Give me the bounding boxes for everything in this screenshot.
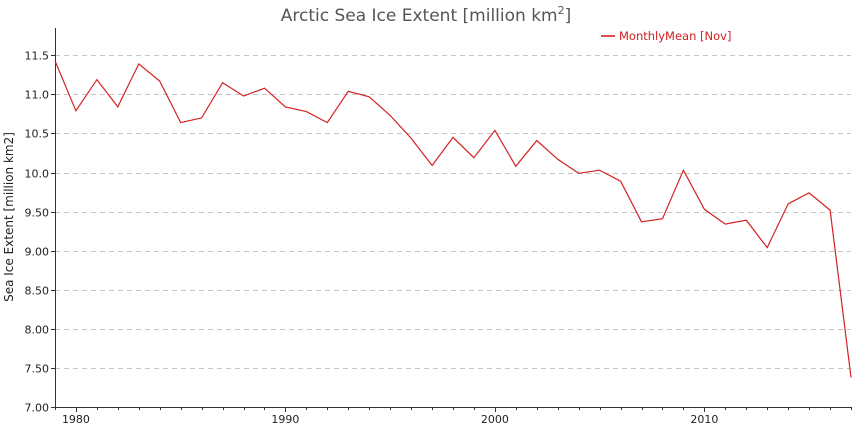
y-tick-label: 10.0 [25, 168, 50, 181]
y-axis-label: Sea Ice Extent [million km2] [2, 132, 16, 302]
data-point [599, 169, 601, 171]
data-point [850, 377, 852, 379]
data-point [536, 140, 538, 142]
data-point [452, 137, 454, 139]
y-tick-label: 10.5 [25, 128, 50, 141]
data-point [557, 159, 559, 161]
data-point [117, 106, 119, 108]
data-point [725, 223, 727, 225]
data-point [159, 80, 161, 82]
data-point [180, 122, 182, 124]
y-tick-label: 8.50 [25, 285, 50, 298]
data-point [829, 209, 831, 211]
data-point [201, 117, 203, 119]
data-point [264, 87, 266, 89]
data-point [243, 95, 245, 97]
chart-title: Arctic Sea Ice Extent [million km2] [281, 4, 572, 26]
data-point [348, 91, 350, 93]
y-tick-label: 7.00 [25, 402, 50, 415]
data-point [766, 247, 768, 249]
data-point [578, 173, 580, 175]
data-point [808, 192, 810, 194]
data-point [620, 180, 622, 182]
data-point [222, 82, 224, 84]
x-tick-label: 2010 [690, 413, 718, 426]
data-point [306, 111, 308, 113]
data-point [515, 166, 517, 168]
x-tick-label: 1980 [62, 413, 90, 426]
data-point [285, 106, 287, 108]
x-tick-label: 2000 [481, 413, 509, 426]
x-axis: 1980 1990 2000 2010 [55, 407, 852, 426]
series-line [54, 60, 852, 378]
data-point [473, 157, 475, 159]
data-point [683, 169, 685, 171]
data-point [662, 218, 664, 220]
data-point [641, 221, 643, 223]
data-point [494, 130, 496, 132]
grid-lines [55, 55, 851, 369]
data-point [746, 219, 748, 221]
y-tick-label: 11.5 [25, 50, 50, 63]
data-point [787, 203, 789, 205]
x-tick-label: 1990 [271, 413, 299, 426]
data-point [96, 79, 98, 81]
legend-label: MonthlyMean [Nov] [619, 29, 731, 43]
y-tick-label: 11.0 [25, 89, 50, 102]
legend: MonthlyMean [Nov] [601, 29, 731, 43]
data-point [389, 115, 391, 117]
data-point [431, 165, 433, 167]
y-axis: 7.00 7.50 8.00 8.50 9.00 9.50 10.0 10.5 11.0 11.5 [25, 50, 55, 415]
y-tick-label: 9.00 [25, 246, 50, 259]
y-tick-label: 7.50 [25, 363, 50, 376]
y-tick-label: 8.00 [25, 324, 50, 337]
data-point [410, 137, 412, 139]
data-point [704, 209, 706, 211]
data-point [54, 60, 56, 62]
y-tick-label: 9.50 [25, 207, 50, 220]
data-point [75, 110, 77, 112]
series-group [54, 60, 852, 378]
data-point [138, 63, 140, 65]
data-point [368, 96, 370, 98]
data-point [327, 122, 329, 124]
